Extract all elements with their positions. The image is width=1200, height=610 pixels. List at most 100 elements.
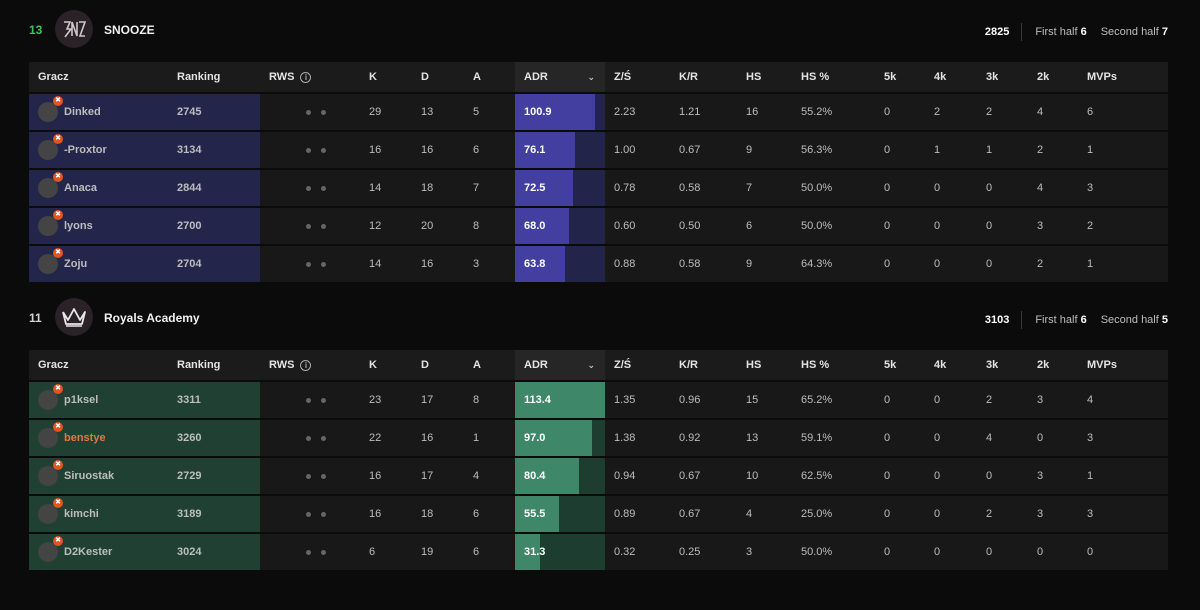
- column-header[interactable]: HS %: [792, 350, 875, 380]
- column-header-rws[interactable]: RWS i: [260, 350, 360, 380]
- column-header[interactable]: K/R: [670, 62, 737, 92]
- column-header[interactable]: 2k: [1028, 350, 1078, 380]
- stat-hs: 15: [737, 382, 792, 418]
- player-name[interactable]: -Proxtor: [64, 144, 107, 156]
- player-name[interactable]: benstye: [64, 432, 106, 444]
- column-header[interactable]: HS: [737, 62, 792, 92]
- avatar[interactable]: ✖: [38, 384, 63, 410]
- column-header[interactable]: K: [360, 350, 412, 380]
- stat-k: 14: [360, 170, 412, 206]
- column-header[interactable]: 5k: [875, 62, 925, 92]
- info-icon[interactable]: i: [300, 359, 312, 371]
- info-icon[interactable]: i: [300, 71, 312, 83]
- player-cell[interactable]: ✖ benstye: [29, 420, 168, 456]
- player-cell[interactable]: ✖ -Proxtor: [29, 132, 168, 168]
- player-ranking: 2700: [168, 208, 260, 244]
- column-header[interactable]: K/R: [670, 350, 737, 380]
- player-row[interactable]: ✖ lyons 2700 12 20 8 68.0 0.60 0.50 6 50.0% 0 0 0 3 2: [29, 208, 1168, 244]
- column-header[interactable]: 5k: [875, 350, 925, 380]
- column-header[interactable]: 4k: [925, 62, 977, 92]
- adr-value: 31.3: [524, 546, 546, 558]
- column-header[interactable]: Z/Ś: [605, 62, 670, 92]
- player-row[interactable]: ✖ Dinked 2745 29 13 5 100.9 2.23 1.21 16 55.2% 0 2 2 4…: [29, 94, 1168, 130]
- player-row[interactable]: ✖ Zoju 2704 14 16 3 63.8 0.88 0.58 9 64.3% 0 0 0 2 1: [29, 246, 1168, 282]
- avatar[interactable]: ✖: [38, 134, 63, 160]
- column-header[interactable]: Z/Ś: [605, 350, 670, 380]
- stat-k3: 2: [977, 382, 1028, 418]
- adr-value: 72.5: [524, 182, 546, 194]
- player-name[interactable]: Dinked: [64, 106, 101, 118]
- stat-k5: 0: [875, 534, 925, 570]
- player-name[interactable]: lyons: [64, 220, 93, 232]
- player-name[interactable]: D2Kester: [64, 546, 113, 558]
- player-name[interactable]: p1ksel: [64, 394, 99, 406]
- player-cell[interactable]: ✖ Siruostak: [29, 458, 168, 494]
- player-row[interactable]: ✖ D2Kester 3024 6 19 6 31.3 0.32 0.25 3 50.0% 0 0 0 0 0: [29, 534, 1168, 570]
- player-cell[interactable]: ✖ kimchi: [29, 496, 168, 532]
- column-header[interactable]: A: [464, 62, 515, 92]
- column-header[interactable]: 2k: [1028, 62, 1078, 92]
- column-header[interactable]: HS %: [792, 62, 875, 92]
- snooze-logo-icon[interactable]: [55, 10, 93, 48]
- column-header[interactable]: MVPs: [1078, 62, 1168, 92]
- stat-kr: 0.67: [670, 496, 737, 532]
- player-row[interactable]: ✖ p1ksel 3311 23 17 8 113.4 1.35 0.96 15 65.2% 0 0 2 3…: [29, 382, 1168, 418]
- column-header[interactable]: 3k: [977, 350, 1028, 380]
- column-header[interactable]: Gracz: [29, 350, 168, 380]
- crown-logo-icon[interactable]: [55, 298, 93, 336]
- player-cell[interactable]: ✖ Zoju: [29, 246, 168, 282]
- player-name[interactable]: Zoju: [64, 258, 88, 270]
- player-cell[interactable]: ✖ Anaca: [29, 170, 168, 206]
- player-cell[interactable]: ✖ lyons: [29, 208, 168, 244]
- column-header-rws[interactable]: RWS i: [260, 62, 360, 92]
- team-section-royals-academy: 11 Royals Academy 3103 First half 6 Second h…: [0, 293, 1200, 570]
- rws-cell: [260, 246, 360, 282]
- column-header[interactable]: D: [412, 350, 464, 380]
- player-row[interactable]: ✖ Anaca 2844 14 18 7 72.5 0.78 0.58 7 50.0% 0 0 0 4 3: [29, 170, 1168, 206]
- adr-value: 97.0: [524, 432, 546, 444]
- team-name[interactable]: Royals Academy: [104, 311, 200, 325]
- avatar[interactable]: ✖: [38, 498, 63, 524]
- player-cell[interactable]: ✖ Dinked: [29, 94, 168, 130]
- column-header[interactable]: K: [360, 62, 412, 92]
- player-cell[interactable]: ✖ p1ksel: [29, 382, 168, 418]
- stat-mvps: 3: [1078, 420, 1168, 456]
- player-name[interactable]: Siruostak: [64, 470, 115, 482]
- column-header[interactable]: D: [412, 62, 464, 92]
- column-header[interactable]: 4k: [925, 350, 977, 380]
- team-name[interactable]: SNOOZE: [104, 23, 155, 37]
- avatar[interactable]: ✖: [38, 172, 63, 198]
- column-header-adr[interactable]: ADR ⌄: [515, 350, 605, 380]
- stat-k: 23: [360, 382, 412, 418]
- player-row[interactable]: ✖ Siruostak 2729 16 17 4 80.4 0.94 0.67 10 62.5% 0 0…: [29, 458, 1168, 494]
- avatar[interactable]: ✖: [38, 422, 63, 448]
- column-header[interactable]: Ranking: [168, 62, 260, 92]
- team-rating: 2825: [984, 26, 1010, 38]
- avatar[interactable]: ✖: [38, 460, 63, 486]
- column-header[interactable]: MVPs: [1078, 350, 1168, 380]
- player-cell[interactable]: ✖ D2Kester: [29, 534, 168, 570]
- premium-badge-icon: ✖: [53, 460, 63, 470]
- avatar[interactable]: ✖: [38, 248, 63, 274]
- column-header-adr[interactable]: ADR ⌄: [515, 62, 605, 92]
- column-header[interactable]: Ranking: [168, 350, 260, 380]
- column-header[interactable]: 3k: [977, 62, 1028, 92]
- column-header[interactable]: HS: [737, 350, 792, 380]
- column-header[interactable]: Gracz: [29, 62, 168, 92]
- stat-k5: 0: [875, 458, 925, 494]
- player-name[interactable]: Anaca: [64, 182, 98, 194]
- player-row[interactable]: ✖ -Proxtor 3134 16 16 6 76.1 1.00 0.67 9 56.3% 0 1 1 2…: [29, 132, 1168, 168]
- player-row[interactable]: ✖ benstye 3260 22 16 1 97.0 1.38 0.92 13 59.1% 0 0 4 0…: [29, 420, 1168, 456]
- player-row[interactable]: ✖ kimchi 3189 16 18 6 55.5 0.89 0.67 4 25.0% 0 0 2 3 3: [29, 496, 1168, 532]
- avatar[interactable]: ✖: [38, 96, 63, 122]
- stat-k4: 0: [925, 496, 977, 532]
- column-header[interactable]: A: [464, 350, 515, 380]
- adr-value: 76.1: [524, 144, 546, 156]
- stat-hs: 16: [737, 94, 792, 130]
- player-name[interactable]: kimchi: [64, 508, 99, 520]
- stat-kr: 0.58: [670, 170, 737, 206]
- avatar[interactable]: ✖: [38, 210, 63, 236]
- scoreboard-table: Gracz Ranking RWS i K D A ADR ⌄ Z/Ś K/R HS HS % 5k 4k 3…: [29, 60, 1168, 284]
- adr-bar: [515, 94, 596, 130]
- avatar[interactable]: ✖: [38, 536, 63, 562]
